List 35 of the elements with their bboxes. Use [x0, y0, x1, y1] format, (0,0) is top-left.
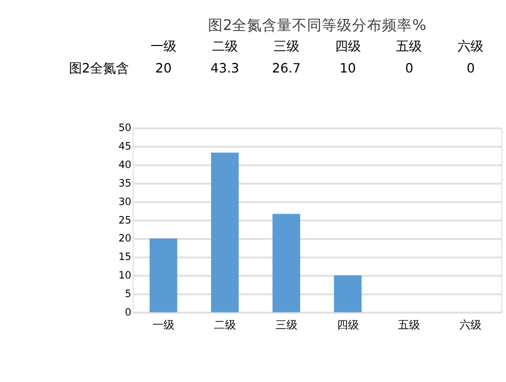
- y-tick-label: 25: [118, 215, 132, 226]
- data-label: 0: [466, 62, 475, 77]
- category-label: 三级: [273, 39, 300, 54]
- y-tick-label: 30: [118, 196, 132, 208]
- category-label: 四级: [334, 39, 361, 54]
- chart-title: 图2全氮含量不同等级分布频率%: [208, 17, 426, 34]
- bar: [211, 152, 239, 312]
- data-label: 43.3: [210, 62, 240, 77]
- y-tick-label: 15: [118, 252, 132, 264]
- y-tick-label: 35: [118, 178, 132, 190]
- y-tick-label: 0: [124, 307, 132, 318]
- bar: [334, 275, 362, 312]
- bar: [150, 238, 178, 312]
- data-label: 20: [155, 62, 172, 77]
- data-label: 26.7: [272, 62, 301, 77]
- data-label: 10: [340, 62, 356, 77]
- y-tick-label: 10: [118, 270, 132, 282]
- x-tick-label: 一级: [152, 318, 174, 332]
- y-tick-label: 40: [118, 160, 132, 172]
- x-tick-label: 三级: [275, 318, 298, 332]
- x-tick-label: 五级: [398, 318, 420, 332]
- category-label: 五级: [396, 39, 422, 54]
- text: 图2全氮含: [68, 62, 130, 77]
- y-tick-label: 20: [118, 234, 132, 245]
- category-label: 二级: [212, 39, 238, 54]
- x-tick-label: 二级: [214, 318, 236, 332]
- y-tick-label: 5: [124, 289, 132, 300]
- y-tick-label: 50: [118, 123, 132, 134]
- category-label: 一级: [150, 39, 176, 54]
- y-tick-label: 45: [118, 142, 132, 153]
- data-label: 0: [405, 62, 414, 77]
- x-tick-label: 四级: [336, 318, 359, 332]
- category-label: 六级: [458, 39, 484, 54]
- bar: [272, 214, 300, 312]
- x-tick-label: 六级: [460, 318, 482, 332]
